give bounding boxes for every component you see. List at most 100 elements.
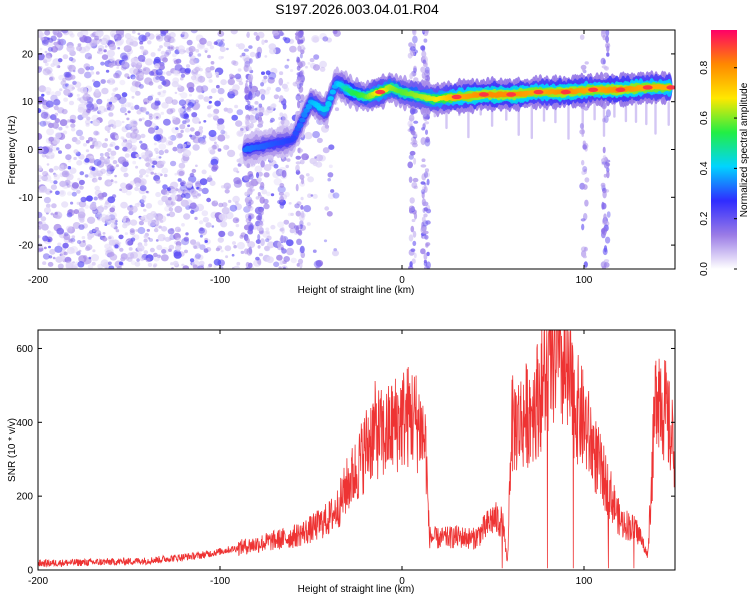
heatmap-cell xyxy=(478,92,489,97)
heatmap-cell xyxy=(125,123,132,131)
heatmap-cell xyxy=(295,161,301,165)
heatmap-cell xyxy=(41,39,49,46)
heatmap-cell xyxy=(121,61,130,70)
heatmap-cell xyxy=(244,86,249,94)
heatmap-cell xyxy=(412,71,416,77)
heatmap-cell xyxy=(114,180,118,184)
heatmap-cell xyxy=(305,65,308,69)
heatmap-cell xyxy=(99,111,103,115)
heatmap-cell xyxy=(55,65,59,69)
heatmap-cell xyxy=(278,192,284,196)
heatmap-cell xyxy=(101,54,109,60)
heatmap-cell xyxy=(203,248,209,253)
heatmap-cell xyxy=(194,131,201,137)
heatmap-cell xyxy=(584,177,590,183)
heatmap-cell xyxy=(190,75,197,81)
heatmap-cell xyxy=(152,75,161,83)
y-tick-label: 400 xyxy=(16,418,33,429)
snr-plot-area xyxy=(38,330,675,570)
heatmap-cell xyxy=(129,230,136,236)
heatmap-cell xyxy=(407,161,414,169)
heatmap-cell xyxy=(137,32,141,36)
colorbar-tick-label: 0.2 xyxy=(699,211,710,225)
heatmap-cell xyxy=(205,71,212,78)
heatmap-cell xyxy=(41,153,47,158)
heatmap-cell xyxy=(137,226,146,235)
heatmap-cell xyxy=(191,112,198,118)
heatmap-cell xyxy=(177,148,184,154)
heatmap-cell xyxy=(166,70,172,76)
heatmap-cell xyxy=(199,68,203,72)
heatmap-cell xyxy=(100,259,109,268)
heatmap-cell xyxy=(582,255,587,259)
heatmap-cell xyxy=(197,254,204,260)
heatmap-cell xyxy=(145,111,150,115)
heatmap-cell xyxy=(244,198,250,204)
heatmap-cell xyxy=(171,115,177,120)
heatmap-cell xyxy=(421,30,428,33)
heatmap-cell xyxy=(157,48,161,52)
heatmap-cell xyxy=(39,47,43,51)
heatmap-cell xyxy=(285,164,290,169)
heatmap-cell xyxy=(178,162,186,169)
heatmap-cell xyxy=(198,187,203,192)
heatmap-cell xyxy=(605,30,610,37)
heatmap-cell xyxy=(266,235,272,241)
heatmap-cell xyxy=(164,149,169,154)
heatmap-cell xyxy=(111,79,116,84)
heatmap-cell xyxy=(202,216,209,223)
heatmap-cell xyxy=(272,30,280,36)
heatmap-cell xyxy=(79,135,85,141)
heatmap-cell xyxy=(209,95,213,99)
heatmap-cell xyxy=(147,262,153,267)
heatmap-cell xyxy=(111,92,116,97)
heatmap-cell xyxy=(43,68,47,72)
heatmap-cell xyxy=(213,41,218,45)
heatmap-cell xyxy=(257,234,261,241)
heatmap-cell xyxy=(206,176,213,183)
heatmap-cell xyxy=(164,236,171,242)
heatmap-cell xyxy=(412,35,418,44)
heatmap-cell xyxy=(134,104,140,110)
heatmap-cell xyxy=(314,156,317,159)
heatmap-cell xyxy=(420,248,426,255)
y-tick-label: 600 xyxy=(16,344,33,355)
heatmap-cell xyxy=(99,156,105,161)
heatmap-cell xyxy=(160,31,167,37)
heatmap-cell xyxy=(161,160,166,165)
heatmap-cell xyxy=(138,248,143,252)
heatmap-cell xyxy=(195,196,199,199)
heatmap-cell xyxy=(83,36,92,44)
heatmap-cell xyxy=(221,202,228,208)
heatmap-cell xyxy=(145,174,149,178)
heatmap-cell xyxy=(220,221,228,228)
heatmap-cell xyxy=(116,66,120,69)
heatmap-cell xyxy=(231,60,237,65)
heatmap-cell xyxy=(162,71,166,75)
heatmap-cell xyxy=(319,60,327,68)
heatmap-cell xyxy=(108,261,112,266)
heatmap-cell xyxy=(175,188,179,192)
heatmap-cell xyxy=(145,190,149,194)
heatmap-cell xyxy=(59,190,65,195)
heatmap-cell xyxy=(263,172,270,178)
heatmap-cell xyxy=(215,39,224,47)
heatmap-cell xyxy=(197,53,202,57)
heatmap-cell xyxy=(119,247,124,252)
x-tick-label: 100 xyxy=(576,275,593,286)
colorbar-ticks: 0.0 0.2 0.4 0.6 0.8 xyxy=(699,60,737,276)
heatmap-cell xyxy=(130,219,138,226)
heatmap-cell xyxy=(146,212,155,221)
heatmap-cell xyxy=(38,243,44,249)
heatmap-cell xyxy=(223,144,230,151)
heatmap-cell xyxy=(135,229,139,232)
heatmap-cell xyxy=(256,177,262,183)
heatmap-cell xyxy=(209,66,215,71)
heatmap-cell xyxy=(147,219,156,227)
heatmap-cell xyxy=(316,137,323,144)
heatmap-cell xyxy=(328,144,335,150)
heatmap-cell xyxy=(110,179,115,184)
heatmap-cell xyxy=(139,168,147,176)
heatmap-cell xyxy=(153,134,162,142)
heatmap-cell xyxy=(109,143,113,147)
